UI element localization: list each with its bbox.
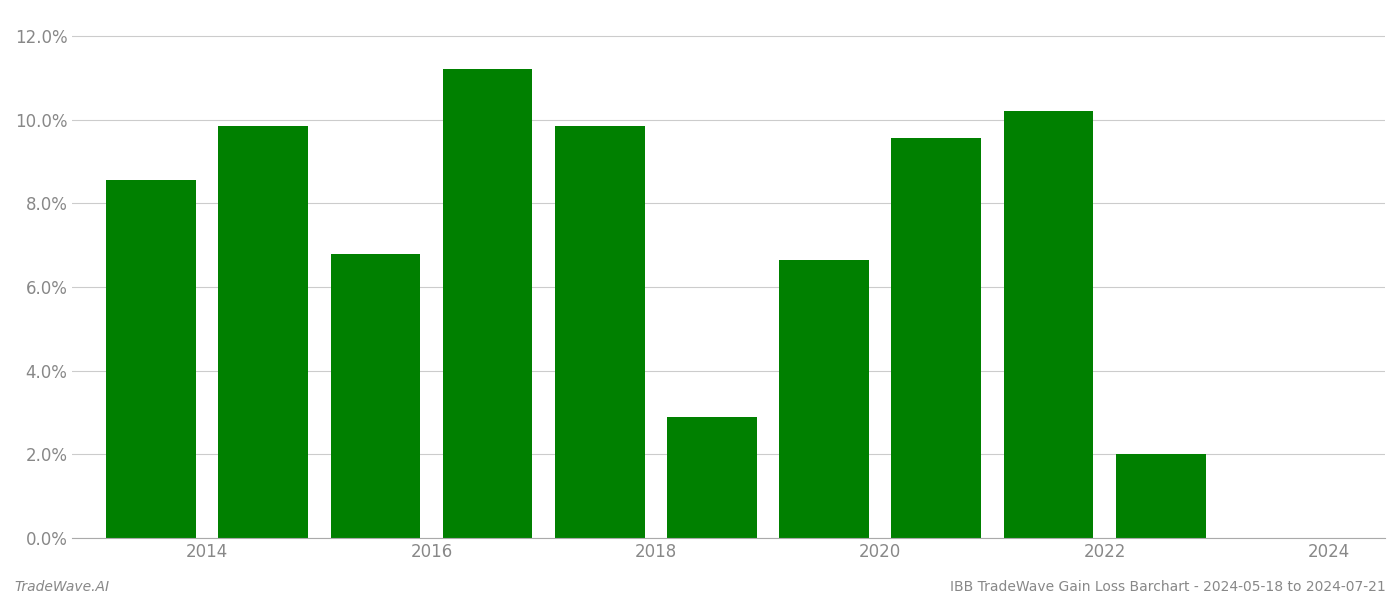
Text: TradeWave.AI: TradeWave.AI bbox=[14, 580, 109, 594]
Bar bbox=[442, 70, 532, 538]
Bar bbox=[1004, 111, 1093, 538]
Bar bbox=[554, 126, 644, 538]
Text: IBB TradeWave Gain Loss Barchart - 2024-05-18 to 2024-07-21: IBB TradeWave Gain Loss Barchart - 2024-… bbox=[951, 580, 1386, 594]
Bar bbox=[218, 126, 308, 538]
Bar bbox=[330, 254, 420, 538]
Bar bbox=[780, 260, 869, 538]
Bar bbox=[892, 139, 981, 538]
Bar bbox=[106, 181, 196, 538]
Bar bbox=[1116, 454, 1205, 538]
Bar bbox=[666, 417, 757, 538]
